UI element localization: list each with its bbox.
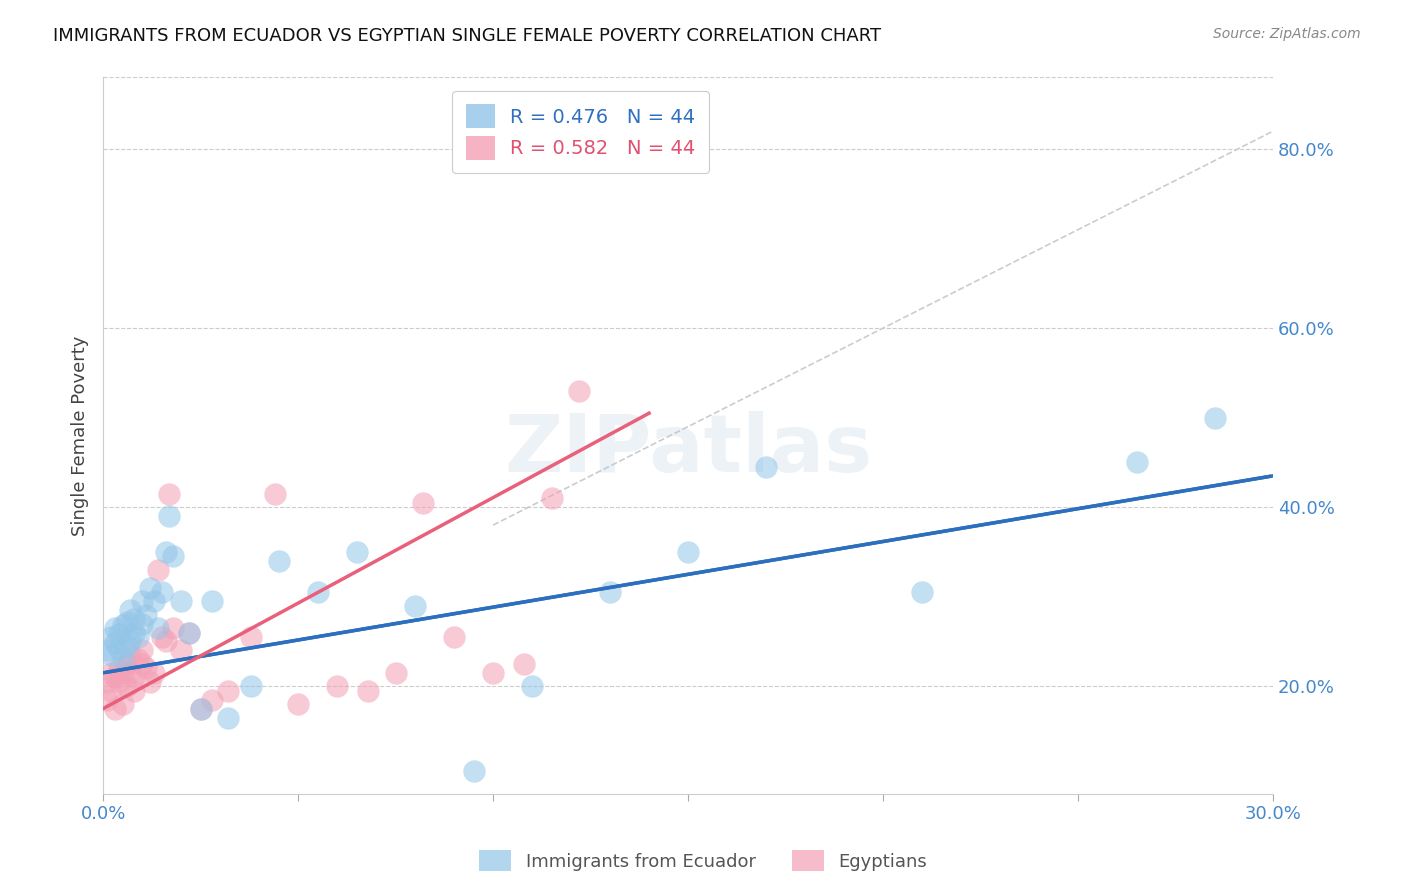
Point [111, 618, 134, 632]
Text: ZIPatlas: ZIPatlas [503, 411, 872, 489]
Point [162, 621, 184, 635]
Point [100, 665, 122, 680]
Point [177, 625, 200, 640]
Point [115, 615, 138, 629]
Point [120, 634, 142, 648]
Point [131, 657, 153, 671]
Point [190, 701, 212, 715]
Point [131, 643, 153, 657]
Point [107, 641, 129, 656]
Point [127, 630, 149, 644]
Y-axis label: Single Female Poverty: Single Female Poverty [72, 335, 89, 536]
Point [150, 585, 173, 599]
Point [162, 549, 184, 564]
Text: Source: ZipAtlas.com: Source: ZipAtlas.com [1213, 27, 1361, 41]
Point [1204, 410, 1226, 425]
Point [124, 625, 146, 640]
Point [201, 692, 224, 706]
Point [104, 670, 127, 684]
Point [170, 643, 193, 657]
Point [676, 545, 699, 559]
Point [155, 634, 177, 648]
Point [104, 636, 127, 650]
Point [513, 657, 536, 671]
Point [404, 599, 426, 613]
Point [124, 670, 146, 684]
Point [157, 487, 180, 501]
Legend: Immigrants from Ecuador, Egyptians: Immigrants from Ecuador, Egyptians [471, 843, 935, 879]
Point [111, 697, 134, 711]
Point [124, 612, 146, 626]
Point [104, 701, 127, 715]
Point [135, 607, 157, 622]
Point [217, 683, 239, 698]
Point [139, 581, 162, 595]
Point [115, 679, 138, 693]
Point [170, 594, 193, 608]
Point [217, 710, 239, 724]
Point [96, 643, 118, 657]
Point [287, 697, 309, 711]
Point [384, 665, 406, 680]
Point [357, 683, 380, 698]
Point [146, 621, 169, 635]
Point [120, 665, 142, 680]
Point [111, 665, 134, 680]
Point [115, 639, 138, 653]
Text: IMMIGRANTS FROM ECUADOR VS EGYPTIAN SINGLE FEMALE POVERTY CORRELATION CHART: IMMIGRANTS FROM ECUADOR VS EGYPTIAN SING… [53, 27, 882, 45]
Point [115, 657, 138, 671]
Point [326, 679, 349, 693]
Point [190, 701, 212, 715]
Point [135, 661, 157, 675]
Point [157, 509, 180, 524]
Point [201, 594, 224, 608]
Point [96, 674, 118, 689]
Point [755, 459, 778, 474]
Point [443, 630, 465, 644]
Point [96, 692, 118, 706]
Point [127, 652, 149, 666]
Legend: R = 0.476   N = 44, R = 0.582   N = 44: R = 0.476 N = 44, R = 0.582 N = 44 [453, 91, 709, 173]
Point [131, 594, 153, 608]
Point [100, 630, 122, 644]
Point [1125, 455, 1147, 469]
Point [599, 585, 621, 599]
Point [520, 679, 543, 693]
Point [139, 674, 162, 689]
Point [463, 764, 485, 779]
Point [267, 554, 290, 568]
Point [263, 487, 285, 501]
Point [104, 621, 127, 635]
Point [568, 384, 591, 398]
Point [240, 679, 263, 693]
Point [100, 683, 122, 698]
Point [177, 625, 200, 640]
Point [911, 585, 934, 599]
Point [107, 627, 129, 641]
Point [307, 585, 329, 599]
Point [240, 630, 263, 644]
Point [120, 648, 142, 662]
Point [107, 661, 129, 675]
Point [100, 648, 122, 662]
Point [155, 545, 177, 559]
Point [120, 603, 142, 617]
Point [346, 545, 368, 559]
Point [131, 616, 153, 631]
Point [412, 496, 434, 510]
Point [150, 630, 173, 644]
Point [142, 665, 165, 680]
Point [146, 563, 169, 577]
Point [482, 665, 505, 680]
Point [107, 674, 129, 689]
Point [124, 683, 146, 698]
Point [111, 650, 134, 665]
Point [540, 491, 562, 506]
Point [142, 594, 165, 608]
